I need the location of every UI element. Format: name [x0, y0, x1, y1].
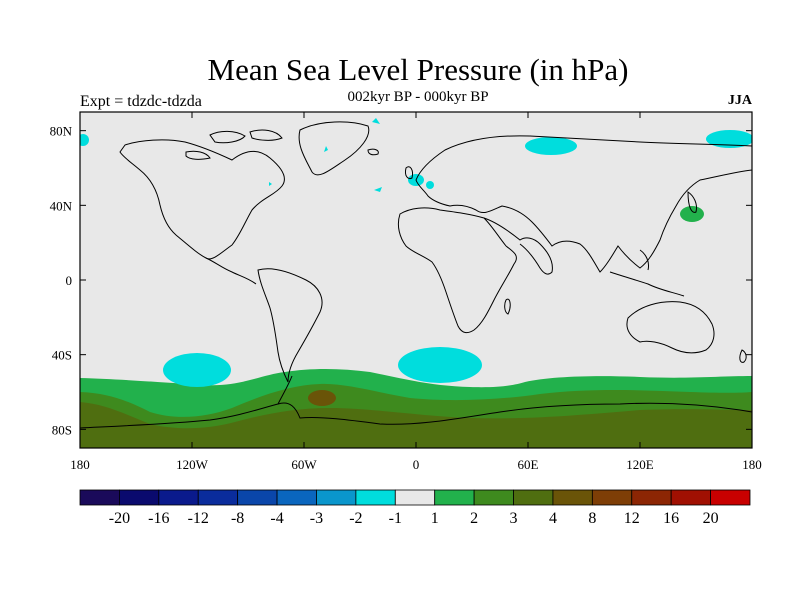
colorbar-label: -1: [389, 510, 402, 527]
x-tick-label: 60E: [518, 457, 539, 472]
colorbar-swatch: [631, 489, 672, 506]
colorbar-swatch: [394, 489, 436, 506]
colorbar-swatch: [670, 489, 711, 506]
colorbar-label: -3: [310, 510, 323, 527]
colorbar-label: 12: [624, 510, 640, 527]
colorbar-swatch: [591, 489, 633, 506]
y-axis: 80N 40N 0 40S 80S: [50, 124, 752, 437]
colorbar-label: 20: [703, 510, 719, 527]
colorbar-swatch: [434, 489, 475, 506]
colorbar-label: -12: [188, 510, 209, 527]
y-tick-label: 0: [66, 273, 73, 288]
contour-positive-2-japan: [680, 206, 704, 222]
colorbar-swatch: [473, 489, 514, 506]
contour-negative-1: [80, 118, 752, 387]
colorbar-swatch: [197, 489, 239, 506]
colorbar-swatch: [552, 489, 593, 506]
colorbar-swatch: [513, 489, 554, 506]
colorbar-swatch: [355, 489, 396, 506]
contour-positive-8: [308, 390, 336, 406]
colorbar-label: -16: [148, 510, 169, 527]
colorbar-label: 16: [663, 510, 679, 527]
colorbar-label: -2: [349, 510, 362, 527]
y-tick-label: 80S: [52, 422, 72, 437]
colorbar-label: 4: [549, 510, 557, 527]
coastlines: [80, 121, 752, 429]
colorbar-swatch: [79, 489, 120, 506]
x-tick-label: 120W: [176, 457, 209, 472]
colorbar-label: 8: [588, 510, 596, 527]
x-tick-label: 180: [742, 457, 762, 472]
map-title: Mean Sea Level Pressure (in hPa): [207, 52, 629, 87]
colorbar-label: 2: [470, 510, 478, 527]
x-tick-label: 120E: [626, 457, 654, 472]
colorbar-swatch: [119, 489, 160, 506]
colorbar-label: -4: [270, 510, 283, 527]
colorbar-swatch: [158, 489, 199, 506]
y-tick-label: 40N: [50, 198, 73, 213]
map-plot-area: [80, 112, 752, 448]
colorbar: -20 -16 -12 -8 -4 -3 -2 -1 1 2 3 4 8 12 16 20: [79, 489, 751, 527]
colorbar-label: -20: [109, 510, 130, 527]
contour-positive-4: [80, 402, 752, 448]
x-tick-label: 180: [70, 457, 90, 472]
colorbar-swatch: [316, 489, 357, 506]
x-tick-label: 60W: [291, 457, 317, 472]
colorbar-swatch: [237, 489, 278, 506]
season-label: JJA: [727, 93, 752, 108]
colorbar-swatch: [276, 489, 317, 506]
colorbar-swatch: [710, 489, 751, 506]
map-subtitle: 002kyr BP - 000kyr BP: [347, 89, 489, 105]
y-tick-label: 40S: [52, 348, 72, 363]
experiment-label: Expt = tdzdc-tdzda: [80, 93, 202, 110]
colorbar-label: 3: [510, 510, 518, 527]
y-tick-label: 80N: [50, 124, 73, 139]
x-axis: 180 120W 60W 0 60E 120E 180: [70, 112, 762, 472]
colorbar-label: 1: [431, 510, 439, 527]
colorbar-label: -8: [231, 510, 244, 527]
x-tick-label: 0: [413, 457, 420, 472]
